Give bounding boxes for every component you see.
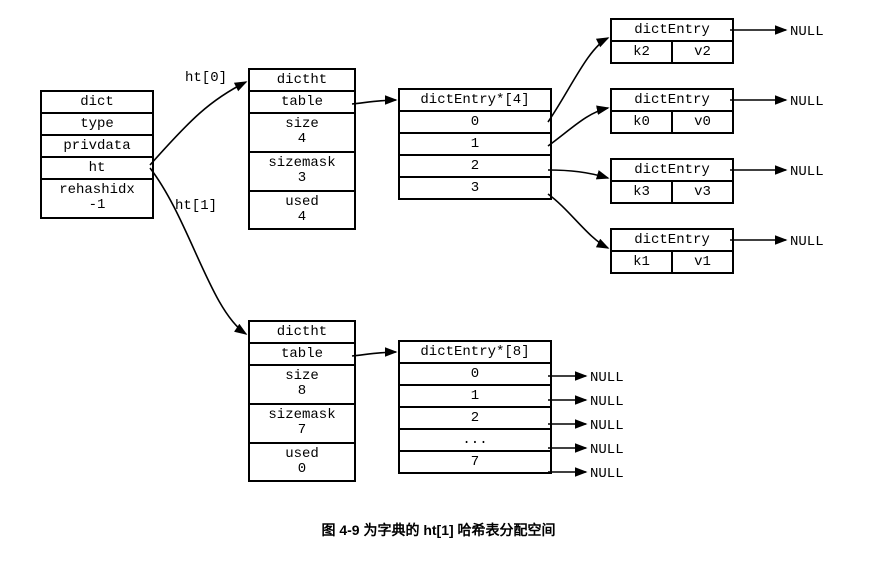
arr4-cell-1: 1: [400, 134, 550, 156]
entry2-val: v3: [673, 182, 732, 202]
null-8: NULL: [590, 466, 624, 482]
dictEntry-k2: dictEntry k2 v2: [610, 18, 734, 64]
arrow-arr4[2]->e2: [548, 170, 608, 178]
arr8-cell-dots: ...: [400, 430, 550, 452]
null-6: NULL: [590, 418, 624, 434]
arr4-cell-3: 3: [400, 178, 550, 198]
entry3-title: dictEntry: [612, 230, 732, 252]
entry3-val: v1: [673, 252, 732, 272]
ht1-label: ht[1]: [175, 198, 217, 214]
arr4-cell-2: 2: [400, 156, 550, 178]
dictht1-size: size8: [250, 366, 354, 405]
dictht1-sizemask: sizemask7: [250, 405, 354, 444]
dictEntry-array-8: dictEntry*[8] 0 1 2 ... 7: [398, 340, 552, 474]
ht0-label: ht[0]: [185, 70, 227, 86]
dict-ht: ht: [42, 158, 152, 180]
arrow-arr4[1]->e1: [548, 108, 608, 146]
entry0-title: dictEntry: [612, 20, 732, 42]
dict-title: dict: [42, 92, 152, 114]
null-2: NULL: [790, 164, 824, 180]
entry1-val: v0: [673, 112, 732, 132]
dictEntry-k3: dictEntry k3 v3: [610, 158, 734, 204]
arr8-cell-0: 0: [400, 364, 550, 386]
entry3-kv: k1 v1: [612, 252, 732, 272]
null-4: NULL: [590, 370, 624, 386]
arr8-title: dictEntry*[8]: [400, 342, 550, 364]
null-5: NULL: [590, 394, 624, 410]
dictht1-table: table: [250, 344, 354, 366]
entry1-kv: k0 v0: [612, 112, 732, 132]
dictht1-node: dictht table size8 sizemask7 used0: [248, 320, 356, 482]
dictht0-sizemask: sizemask3: [250, 153, 354, 192]
entry2-key: k3: [612, 182, 673, 202]
dictEntry-k0: dictEntry k0 v0: [610, 88, 734, 134]
arr4-cell-0: 0: [400, 112, 550, 134]
dictht0-node: dictht table size4 sizemask3 used4: [248, 68, 356, 230]
null-1: NULL: [790, 94, 824, 110]
entry3-key: k1: [612, 252, 673, 272]
arr4-title: dictEntry*[4]: [400, 90, 550, 112]
dict-node: dict type privdata ht rehashidx-1: [40, 90, 154, 219]
arrows-layer: [0, 0, 877, 566]
null-3: NULL: [790, 234, 824, 250]
dictht1-used: used0: [250, 444, 354, 481]
entry0-val: v2: [673, 42, 732, 62]
entry2-title: dictEntry: [612, 160, 732, 182]
arrow-table0->arr4: [352, 100, 396, 104]
arr8-cell-2: 2: [400, 408, 550, 430]
arrow-ht1: [150, 168, 246, 334]
arr8-cell-1: 1: [400, 386, 550, 408]
dict-type: type: [42, 114, 152, 136]
dictht0-size: size4: [250, 114, 354, 153]
dictht0-title: dictht: [250, 70, 354, 92]
figure-caption: 图 4-9 为字典的 ht[1] 哈希表分配空间: [0, 520, 877, 540]
entry1-title: dictEntry: [612, 90, 732, 112]
entry0-key: k2: [612, 42, 673, 62]
arrow-table1->arr8: [352, 352, 396, 356]
null-7: NULL: [590, 442, 624, 458]
entry0-kv: k2 v2: [612, 42, 732, 62]
dict-rehashidx: rehashidx-1: [42, 180, 152, 217]
arrow-arr4[0]->e0: [548, 38, 608, 122]
dictEntry-k1: dictEntry k1 v1: [610, 228, 734, 274]
dictht0-used: used4: [250, 192, 354, 229]
null-0: NULL: [790, 24, 824, 40]
entry1-key: k0: [612, 112, 673, 132]
dictht1-title: dictht: [250, 322, 354, 344]
arrow-ht0: [150, 82, 246, 165]
arrow-arr4[3]->e3: [548, 194, 608, 248]
dictEntry-array-4: dictEntry*[4] 0 1 2 3: [398, 88, 552, 200]
entry2-kv: k3 v3: [612, 182, 732, 202]
arr8-cell-7: 7: [400, 452, 550, 472]
dictht0-table: table: [250, 92, 354, 114]
dict-privdata: privdata: [42, 136, 152, 158]
